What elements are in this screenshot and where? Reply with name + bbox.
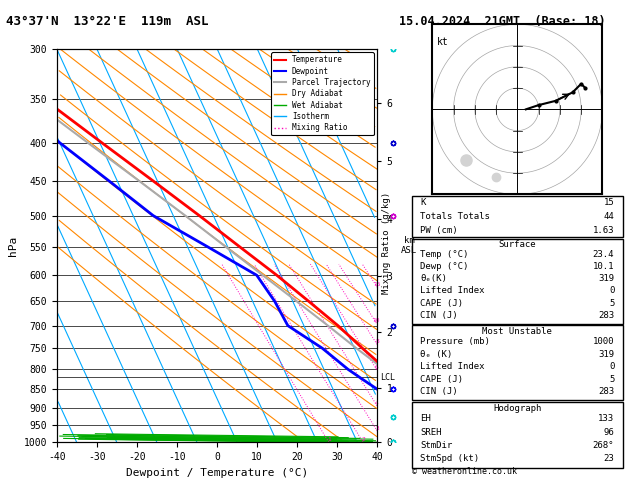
Text: 5: 5 [609,375,615,383]
Text: K: K [420,198,426,207]
Text: 1: 1 [327,437,331,442]
Text: 15: 15 [604,198,615,207]
Text: StmSpd (kt): StmSpd (kt) [420,454,479,463]
Text: Lifted Index: Lifted Index [420,362,485,371]
Text: Mixing Ratio (g/kg): Mixing Ratio (g/kg) [382,192,391,294]
Text: 283: 283 [598,311,615,320]
Text: 319: 319 [598,349,615,359]
Text: 133: 133 [598,415,615,423]
Text: CIN (J): CIN (J) [420,387,458,396]
Text: 8: 8 [375,339,379,345]
Text: 23.4: 23.4 [593,250,615,259]
Text: Most Unstable: Most Unstable [482,327,552,336]
Text: 15: 15 [374,282,381,287]
Text: 1.63: 1.63 [593,226,615,235]
Text: CIN (J): CIN (J) [420,311,458,320]
Text: 23: 23 [604,454,615,463]
Text: Dewp (°C): Dewp (°C) [420,262,469,271]
Text: 43°37'N  13°22'E  119m  ASL: 43°37'N 13°22'E 119m ASL [6,15,209,28]
Text: Lifted Index: Lifted Index [420,286,485,295]
X-axis label: Dewpoint / Temperature (°C): Dewpoint / Temperature (°C) [126,468,308,478]
Text: 44: 44 [604,212,615,221]
Text: PW (cm): PW (cm) [420,226,458,235]
Legend: Temperature, Dewpoint, Parcel Trajectory, Dry Adiabat, Wet Adiabat, Isotherm, Mi: Temperature, Dewpoint, Parcel Trajectory… [271,52,374,135]
Text: Temp (°C): Temp (°C) [420,250,469,259]
Text: θₑ (K): θₑ (K) [420,349,453,359]
Text: 283: 283 [598,387,615,396]
Text: StmDir: StmDir [420,441,453,450]
Text: 0: 0 [609,362,615,371]
Text: © weatheronline.co.uk: © weatheronline.co.uk [412,467,517,476]
Text: 2: 2 [361,437,365,442]
Y-axis label: km
ASL: km ASL [401,236,417,255]
Text: LCL: LCL [381,373,396,382]
Text: 4: 4 [375,400,379,406]
Y-axis label: hPa: hPa [8,235,18,256]
Text: EH: EH [420,415,431,423]
Text: CAPE (J): CAPE (J) [420,375,464,383]
Text: 1000: 1000 [593,337,615,346]
Text: 5: 5 [609,298,615,308]
Text: 96: 96 [604,428,615,436]
Text: Surface: Surface [499,240,536,249]
Text: CAPE (J): CAPE (J) [420,298,464,308]
Text: 319: 319 [598,274,615,283]
Text: 268°: 268° [593,441,615,450]
Text: kt: kt [437,37,448,47]
Text: 15.04.2024  21GMT  (Base: 18): 15.04.2024 21GMT (Base: 18) [399,15,606,28]
Text: 10: 10 [372,318,380,323]
Text: θₑ(K): θₑ(K) [420,274,447,283]
Text: 3: 3 [376,426,379,431]
Text: SREH: SREH [420,428,442,436]
Text: Totals Totals: Totals Totals [420,212,490,221]
Text: 6: 6 [375,364,379,369]
Text: 10.1: 10.1 [593,262,615,271]
Text: Hodograph: Hodograph [493,404,542,413]
Text: 0: 0 [609,286,615,295]
Text: Pressure (mb): Pressure (mb) [420,337,490,346]
